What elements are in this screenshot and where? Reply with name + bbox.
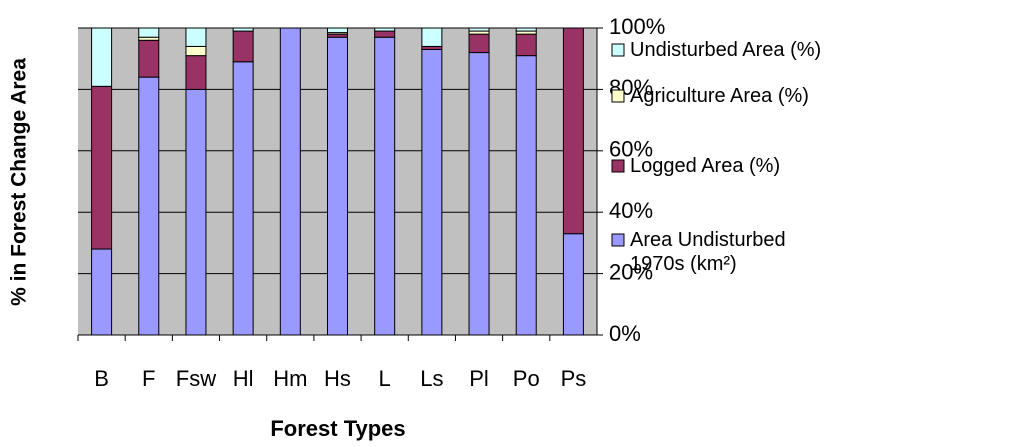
legend-label: Area Undisturbed 1970s (km²): [630, 229, 786, 275]
legend-marker: [611, 43, 625, 57]
bar-segment: [515, 33, 537, 57]
y-tick-label: 0%: [609, 321, 641, 346]
x-tick-label: Hl: [233, 366, 254, 391]
y-tick-label: 60%: [609, 137, 653, 162]
legend-marker: [611, 159, 625, 173]
bar-segment: [468, 27, 490, 32]
x-tick-label: Hm: [273, 366, 307, 391]
bar-segment: [327, 27, 348, 34]
bar-segment: [468, 52, 490, 336]
bar-segment: [91, 27, 113, 87]
bar-segment: [515, 27, 537, 32]
bar-segment: [421, 27, 443, 47]
bar-segment: [327, 36, 348, 336]
legend-marker: [611, 233, 625, 247]
bar-segment: [562, 27, 584, 235]
x-tick-label: Hs: [324, 366, 351, 391]
x-tick-label: L: [379, 366, 391, 391]
x-tick-label: Ps: [561, 366, 587, 391]
y-axis-title: % in Forest Change Area: [8, 58, 31, 306]
bar-segment: [421, 48, 443, 336]
bar-segment: [515, 55, 537, 336]
bar-segment: [374, 30, 396, 38]
y-tick-label: 40%: [609, 198, 653, 223]
bar-segment: [185, 88, 207, 336]
y-tick-label: 100%: [609, 14, 665, 39]
bar-segment: [279, 27, 301, 336]
legend-marker: [611, 89, 625, 103]
bar-segment: [468, 33, 490, 54]
bar-segment: [232, 61, 254, 336]
bar-segment: [138, 39, 160, 78]
bar-segment: [562, 233, 584, 336]
bar-segment: [185, 45, 207, 57]
bar-segment: [138, 76, 160, 336]
x-axis-title: Forest Types: [270, 416, 405, 441]
bar-segment: [138, 27, 160, 38]
x-tick-label: F: [142, 366, 155, 391]
x-tick-label: B: [94, 366, 109, 391]
bar-segment: [232, 30, 254, 63]
bar-segment: [232, 27, 254, 32]
legend-label: Logged Area (%): [630, 155, 781, 177]
x-tick-label: Fsw: [176, 366, 216, 391]
bar-segment: [374, 36, 396, 336]
x-tick-label: Ls: [420, 366, 443, 391]
bar-segment: [91, 85, 113, 250]
y-tick-label: 20%: [609, 259, 653, 284]
x-tick-label: Pl: [469, 366, 489, 391]
bar-segment: [91, 248, 113, 336]
legend-label: Agriculture Area (%): [630, 85, 809, 107]
bar-segment: [374, 27, 396, 32]
x-tick-label: Po: [513, 366, 540, 391]
bar-segment: [185, 27, 207, 47]
bar-segment: [185, 55, 207, 90]
legend-label: Undisturbed Area (%): [630, 39, 822, 61]
